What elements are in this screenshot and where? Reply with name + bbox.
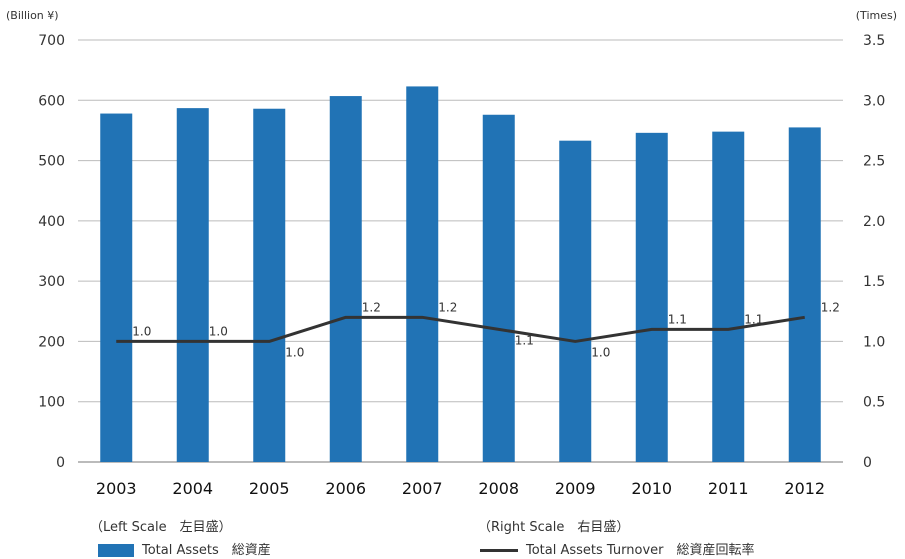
right-tick-label: 0 xyxy=(863,455,872,471)
right-tick-label: 1.5 xyxy=(863,274,885,290)
right-y-axis: 0 0.5 1.0 1.5 2.0 2.5 3.0 3.5 xyxy=(863,33,885,471)
legend-bar-item: Total Assets 総資産 xyxy=(98,539,271,558)
bar xyxy=(253,108,286,463)
right-tick-label: 3.5 xyxy=(863,33,885,49)
bar xyxy=(788,127,821,463)
bar xyxy=(559,140,592,463)
chart-area: 1.0 1.01.01.2 1.21.11.01.1 1.11.2 010020030… xyxy=(38,33,885,498)
bar-swatch xyxy=(98,544,134,557)
legend-line-item: Total Assets Turnover 総資産回転率 xyxy=(480,539,754,558)
data-label: 1.0 xyxy=(285,345,304,359)
x-tick-label: 2012 xyxy=(784,479,825,498)
right-tick-label: 1.0 xyxy=(863,334,885,350)
left-tick-label: 500 xyxy=(38,154,65,170)
bar xyxy=(712,131,745,463)
turnover-line xyxy=(116,315,805,343)
left-scale-caption: （Left Scale 左目盛） xyxy=(90,520,232,535)
x-tick-label: 2007 xyxy=(402,479,443,498)
left-tick-label: 0 xyxy=(56,455,65,471)
left-tick-label: 600 xyxy=(38,93,65,109)
data-label: 1.1 xyxy=(515,333,534,347)
right-tick-label: 2.0 xyxy=(863,214,885,230)
bar xyxy=(329,96,362,463)
right-tick-label: 0.5 xyxy=(863,395,885,411)
right-axis-unit: (Times) xyxy=(855,9,897,22)
left-tick-label: 300 xyxy=(38,274,65,290)
data-label: 1.0 xyxy=(132,324,151,338)
data-label: 1.2 xyxy=(362,300,381,314)
line-swatch xyxy=(480,549,518,552)
bar xyxy=(100,113,133,462)
right-tick-label: 3.0 xyxy=(863,93,885,109)
right-tick-label: 2.5 xyxy=(863,154,885,170)
line-series: 1.0 1.0 1.0 1.2 1.2 1.1 1.0 1.1 1.1 1.2 xyxy=(116,300,840,359)
data-label: 1.2 xyxy=(438,300,457,314)
data-label: 1.0 xyxy=(591,345,610,359)
data-label: 1.0 xyxy=(209,324,228,338)
legend-bar-label: Total Assets 総資産 xyxy=(142,543,271,558)
bar xyxy=(635,132,668,462)
bar xyxy=(176,108,209,462)
x-axis: 2003 2004 2005 2006 2007 2008 2009 2010 2011 2012 xyxy=(96,479,825,498)
bar xyxy=(482,114,515,463)
left-tick-label: 700 xyxy=(38,33,65,49)
left-tick-label: 200 xyxy=(38,334,65,350)
x-tick-label: 2005 xyxy=(249,479,290,498)
legend-line-label: Total Assets Turnover 総資産回転率 xyxy=(526,543,755,558)
left-y-axis: 0 100 200 300 400 500 600 700 xyxy=(38,33,65,471)
left-tick-label: 100 xyxy=(38,395,65,411)
x-tick-label: 2008 xyxy=(478,479,519,498)
bar-series xyxy=(100,86,821,463)
left-tick-label: 400 xyxy=(38,214,65,230)
left-axis-unit: (Billion ¥) xyxy=(6,9,59,22)
x-tick-label: 2004 xyxy=(172,479,213,498)
x-tick-label: 2011 xyxy=(708,479,749,498)
data-label: 1.1 xyxy=(668,312,687,326)
data-label: 1.2 xyxy=(821,300,840,314)
x-tick-label: 2009 xyxy=(555,479,596,498)
right-scale-caption: （Right Scale 右目盛） xyxy=(478,520,630,535)
data-label: 1.1 xyxy=(744,312,763,326)
x-tick-label: 2010 xyxy=(631,479,672,498)
x-tick-label: 2006 xyxy=(325,479,366,498)
x-tick-label: 2003 xyxy=(96,479,137,498)
bar xyxy=(406,86,439,463)
